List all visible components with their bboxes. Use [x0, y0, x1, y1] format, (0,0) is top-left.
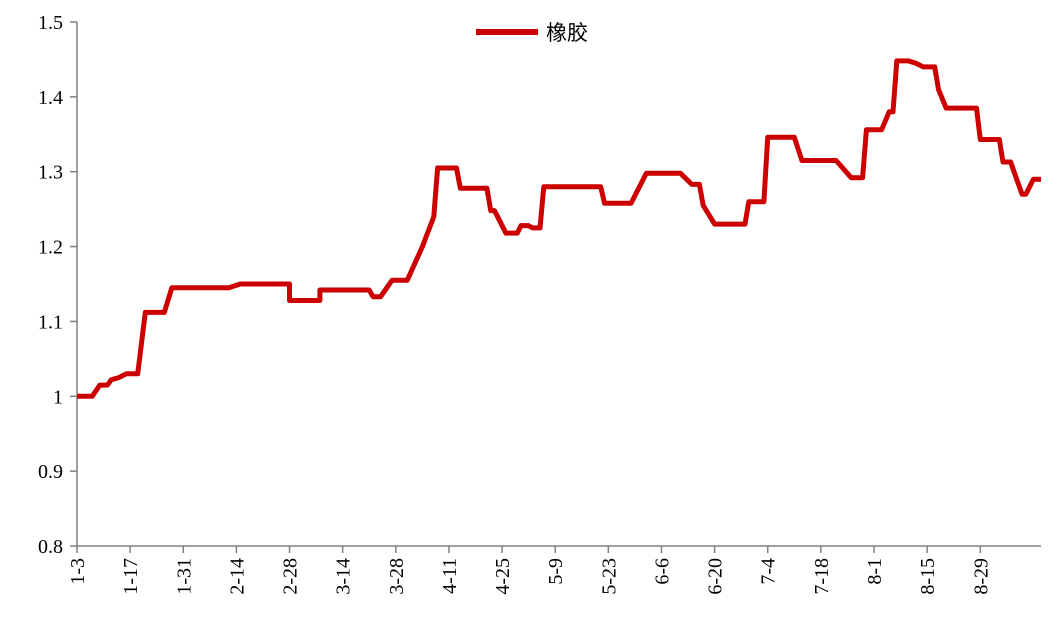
y-tick-label: 1	[53, 386, 63, 408]
y-tick-label: 1.3	[38, 162, 63, 184]
x-tick-label: 4-25	[492, 558, 514, 595]
x-tick-label: 2-28	[280, 558, 302, 595]
x-tick-label: 4-11	[439, 558, 461, 594]
x-tick-label: 7-4	[758, 558, 780, 585]
y-tick-label: 1.1	[38, 311, 63, 333]
y-tick-label: 1.2	[38, 237, 63, 259]
x-tick-label: 2-14	[226, 558, 248, 595]
y-tick-label: 0.9	[38, 461, 63, 483]
x-tick-label: 3-14	[333, 558, 355, 595]
x-tick-label: 7-18	[811, 558, 833, 595]
x-tick-label: 1-31	[173, 558, 195, 595]
x-tick-label: 6-20	[705, 558, 727, 595]
x-tick-label: 6-6	[651, 558, 673, 585]
y-ticks: 0.8 0.9 1 1.1 1.2 1.3 1.4 1.5	[38, 12, 77, 558]
y-tick-label: 1.5	[38, 12, 63, 34]
x-tick-label: 5-9	[545, 558, 567, 585]
y-tick-label: 0.8	[38, 536, 63, 558]
series-line	[77, 58, 1041, 399]
x-tick-label: 3-28	[386, 558, 408, 595]
x-ticks: 1-3 1-17 1-31 2-14 2-28 3-14 3-28 4-11 4-25 5-9 5-…	[67, 546, 992, 595]
x-tick-label: 5-23	[598, 558, 620, 595]
legend: 橡胶	[476, 21, 588, 45]
x-tick-label: 1-3	[67, 558, 89, 585]
x-tick-label: 8-29	[970, 558, 992, 595]
x-tick-label: 8-15	[917, 558, 939, 595]
x-tick-label: 8-1	[864, 558, 886, 585]
series-layer	[77, 58, 1041, 399]
x-tick-label: 1-17	[120, 558, 142, 595]
legend-label: 橡胶	[546, 21, 588, 45]
y-tick-label: 1.4	[38, 87, 63, 109]
axes	[76, 22, 1041, 547]
